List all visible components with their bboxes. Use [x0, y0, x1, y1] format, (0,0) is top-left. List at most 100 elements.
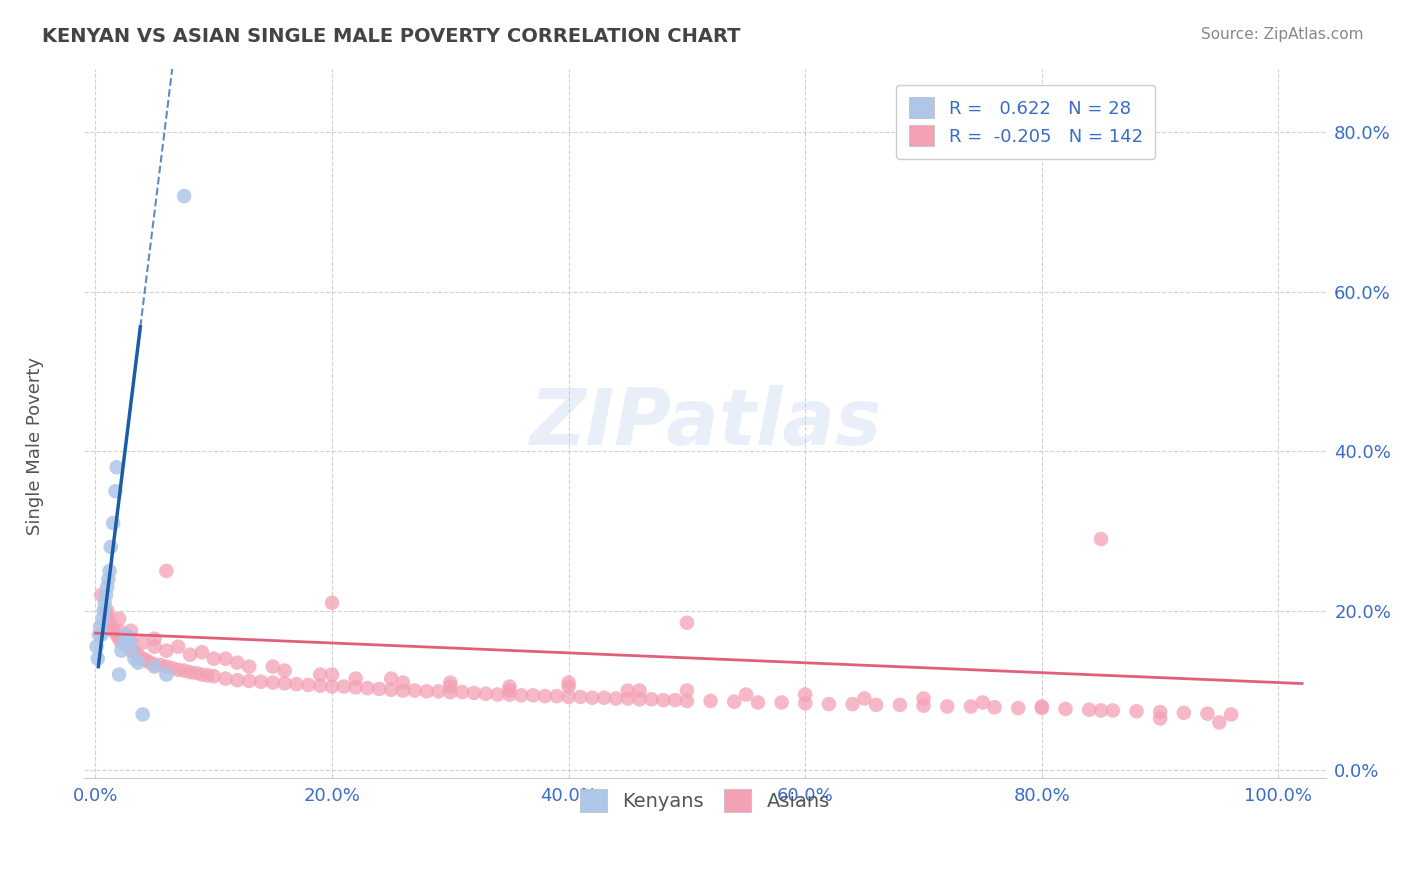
Point	[1054, 702, 1077, 716]
Point	[127, 648, 149, 662]
Point	[108, 667, 131, 681]
Point	[155, 659, 177, 673]
Point	[747, 696, 769, 710]
Point	[640, 692, 662, 706]
Point	[105, 460, 128, 475]
Point	[100, 540, 122, 554]
Point	[105, 628, 128, 642]
Point	[131, 651, 153, 665]
Point	[191, 667, 214, 681]
Point	[214, 672, 236, 686]
Point	[1220, 707, 1243, 722]
Point	[699, 694, 721, 708]
Point	[486, 688, 509, 702]
Point	[1078, 703, 1101, 717]
Point	[98, 620, 121, 634]
Point	[115, 628, 138, 642]
Point	[1149, 705, 1171, 719]
Point	[108, 624, 131, 638]
Point	[912, 691, 935, 706]
Point	[463, 686, 485, 700]
Point	[94, 588, 117, 602]
Point	[344, 672, 367, 686]
Point	[93, 604, 115, 618]
Point	[273, 664, 295, 678]
Point	[167, 663, 190, 677]
Point	[127, 656, 149, 670]
Point	[841, 697, 863, 711]
Point	[173, 664, 195, 678]
Point	[155, 643, 177, 657]
Point	[238, 659, 260, 673]
Point	[415, 684, 437, 698]
Point	[98, 564, 121, 578]
Point	[380, 682, 402, 697]
Point	[522, 689, 544, 703]
Point	[297, 678, 319, 692]
Point	[104, 484, 127, 499]
Point	[498, 688, 520, 702]
Point	[392, 683, 415, 698]
Point	[87, 651, 110, 665]
Point	[1031, 701, 1053, 715]
Point	[139, 656, 162, 670]
Point	[110, 643, 132, 657]
Point	[1090, 532, 1112, 546]
Point	[120, 624, 142, 638]
Point	[250, 674, 273, 689]
Point	[475, 687, 498, 701]
Point	[101, 624, 124, 638]
Point	[173, 189, 195, 203]
Point	[439, 680, 461, 694]
Point	[404, 683, 426, 698]
Point	[557, 675, 579, 690]
Point	[628, 683, 651, 698]
Point	[960, 699, 983, 714]
Point	[96, 604, 118, 618]
Point	[1149, 711, 1171, 725]
Point	[735, 688, 758, 702]
Point	[510, 689, 533, 703]
Point	[498, 680, 520, 694]
Point	[1031, 699, 1053, 714]
Point	[321, 667, 343, 681]
Point	[652, 693, 675, 707]
Point	[108, 632, 131, 646]
Point	[972, 696, 994, 710]
Point	[818, 697, 841, 711]
Point	[262, 675, 284, 690]
Point	[392, 675, 415, 690]
Point	[90, 628, 112, 642]
Point	[120, 640, 142, 654]
Point	[149, 658, 172, 673]
Point	[616, 683, 638, 698]
Point	[108, 612, 131, 626]
Point	[226, 673, 249, 688]
Point	[546, 689, 568, 703]
Point	[101, 516, 124, 530]
Point	[1101, 703, 1123, 717]
Point	[936, 699, 959, 714]
Point	[569, 690, 592, 704]
Point	[202, 669, 225, 683]
Point	[321, 680, 343, 694]
Point	[155, 564, 177, 578]
Point	[557, 680, 579, 694]
Point	[91, 612, 114, 626]
Point	[853, 691, 876, 706]
Point	[427, 684, 450, 698]
Point	[226, 656, 249, 670]
Point	[112, 636, 135, 650]
Point	[273, 676, 295, 690]
Point	[1090, 703, 1112, 717]
Point	[94, 596, 117, 610]
Point	[676, 615, 699, 630]
Point	[143, 657, 166, 672]
Point	[131, 636, 153, 650]
Point	[1125, 704, 1147, 718]
Point	[628, 692, 651, 706]
Point	[124, 645, 146, 659]
Point	[184, 665, 207, 680]
Point	[605, 691, 627, 706]
Point	[912, 698, 935, 713]
